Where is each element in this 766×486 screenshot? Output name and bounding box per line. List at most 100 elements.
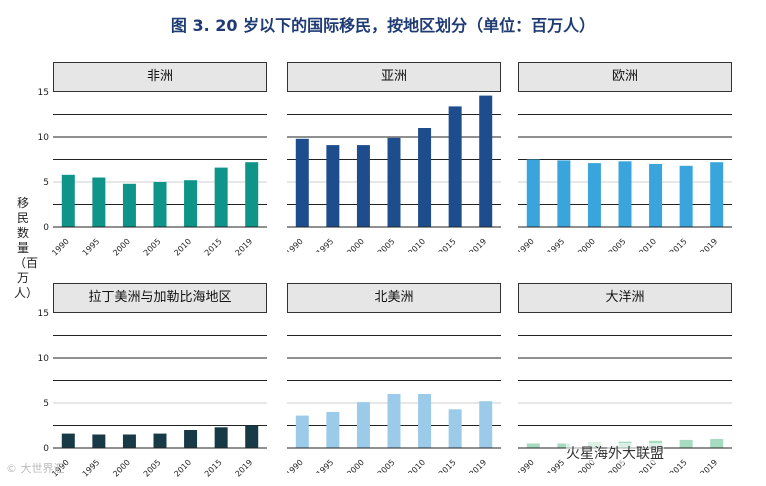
bar-2015 bbox=[448, 106, 462, 227]
bar-2010 bbox=[649, 164, 663, 227]
x-tick-label: 2010 bbox=[172, 237, 193, 258]
x-tick-label: 2015 bbox=[203, 237, 224, 258]
bar-1995 bbox=[557, 160, 571, 227]
x-tick-label: 1995 bbox=[315, 237, 336, 252]
x-tick-label: 2005 bbox=[376, 237, 397, 252]
bar-2019 bbox=[710, 439, 724, 448]
y-tick-label: 0 bbox=[43, 444, 49, 454]
bar-2010 bbox=[418, 394, 432, 448]
x-tick-label: 1990 bbox=[287, 237, 305, 252]
bar-2015 bbox=[679, 439, 693, 448]
bar-2019 bbox=[245, 162, 259, 227]
x-tick-label: 2019 bbox=[699, 237, 720, 252]
bar-2000 bbox=[122, 434, 136, 448]
bar-2019 bbox=[479, 95, 493, 227]
bar-2010 bbox=[184, 180, 198, 227]
bar-2015 bbox=[679, 165, 693, 227]
x-tick-label: 2010 bbox=[637, 237, 658, 252]
panel-europe: 1990 1995 2000 2005 2010 2015 2019 欧洲 bbox=[518, 62, 732, 252]
x-tick-label: 2019 bbox=[699, 458, 720, 473]
chart-svg-north-america: 1990 1995 2000 2005 2010 2015 2019 bbox=[287, 335, 501, 473]
x-tick-label: 2010 bbox=[406, 237, 427, 252]
bar-2010 bbox=[184, 430, 198, 448]
x-tick-label: 2015 bbox=[668, 237, 689, 252]
panel-title-latin-america: 拉丁美洲与加勒比海地区 bbox=[53, 283, 267, 313]
watermark-right: 火星海外大联盟 bbox=[566, 443, 664, 463]
bar-2000 bbox=[122, 183, 136, 227]
y-tick-label: 5 bbox=[43, 399, 49, 409]
x-tick-label: 2005 bbox=[376, 458, 397, 473]
bar-1990 bbox=[526, 159, 540, 227]
bar-1990 bbox=[295, 138, 309, 227]
bar-2019 bbox=[245, 425, 259, 448]
x-tick-label: 1990 bbox=[50, 237, 71, 258]
x-tick-label: 1995 bbox=[546, 237, 567, 252]
y-tick-label: 15 bbox=[38, 309, 49, 319]
chart-svg-europe: 1990 1995 2000 2005 2010 2015 2019 bbox=[518, 114, 732, 252]
bar-1995 bbox=[92, 177, 106, 227]
y-axis-label: 移民数量（百万人） bbox=[14, 196, 39, 300]
panel-latin-america: 1990 1995 2000 2005 2010 2015 2019 0 5 10 15 拉丁美洲与… bbox=[38, 283, 267, 479]
y-tick-label: 10 bbox=[38, 133, 50, 143]
x-tick-label: 2019 bbox=[234, 458, 255, 479]
bar-2005 bbox=[387, 394, 401, 448]
panel-title-europe: 欧洲 bbox=[518, 62, 732, 92]
x-tick-label: 2015 bbox=[437, 458, 458, 473]
bar-2000 bbox=[356, 402, 370, 448]
panel-africa: 1990 1995 2000 2005 2010 2015 2019 0 5 10 15 非洲 bbox=[38, 62, 267, 258]
x-tick-label: 2005 bbox=[607, 237, 628, 252]
x-tick-label: 2005 bbox=[142, 458, 163, 479]
bar-2000 bbox=[356, 145, 370, 227]
x-tick-label: 1990 bbox=[287, 458, 305, 473]
x-tick-label: 2000 bbox=[345, 237, 366, 252]
bar-2000 bbox=[587, 163, 601, 227]
bar-1995 bbox=[326, 145, 340, 227]
x-tick-label: 2010 bbox=[406, 458, 427, 473]
panel-north-america: 1990 1995 2000 2005 2010 2015 2019 北美洲 bbox=[287, 283, 501, 473]
panel-title-africa: 非洲 bbox=[53, 62, 267, 92]
x-tick-label: 2015 bbox=[668, 458, 689, 473]
x-tick-label: 1990 bbox=[518, 458, 536, 473]
bar-1990 bbox=[61, 433, 75, 448]
bar-2015 bbox=[448, 409, 462, 448]
x-tick-label: 2005 bbox=[142, 237, 163, 258]
watermark-left: © 大世界汇 bbox=[6, 462, 65, 475]
x-tick-label: 2000 bbox=[576, 237, 597, 252]
bar-2015 bbox=[214, 167, 228, 227]
bar-2019 bbox=[479, 401, 493, 448]
x-tick-label: 2019 bbox=[468, 237, 489, 252]
bar-1995 bbox=[326, 412, 340, 448]
bar-2005 bbox=[387, 137, 401, 227]
y-tick-label: 0 bbox=[43, 223, 49, 233]
bar-2010 bbox=[418, 128, 432, 227]
panel-asia: 1990 1995 2000 2005 2010 2015 2019 亚洲 bbox=[287, 62, 501, 252]
chart-title: 图 3. 20 岁以下的国际移民，按地区划分（单位：百万人） bbox=[170, 16, 596, 35]
bar-1995 bbox=[92, 434, 106, 448]
x-tick-label: 2000 bbox=[111, 237, 132, 258]
panel-title-oceania: 大洋洲 bbox=[518, 283, 732, 313]
chart-svg-asia: 1990 1995 2000 2005 2010 2015 2019 bbox=[287, 95, 501, 252]
bar-2005 bbox=[153, 433, 167, 448]
bar-2019 bbox=[710, 162, 724, 227]
x-tick-label: 1995 bbox=[81, 237, 102, 258]
x-tick-label: 2015 bbox=[437, 237, 458, 252]
bar-1990 bbox=[61, 174, 75, 227]
x-tick-label: 2019 bbox=[468, 458, 489, 473]
y-tick-label: 15 bbox=[38, 88, 49, 98]
bar-1990 bbox=[526, 443, 540, 448]
panel-title-asia: 亚洲 bbox=[287, 62, 501, 92]
x-tick-label: 1995 bbox=[81, 458, 102, 479]
bar-2015 bbox=[214, 427, 228, 448]
bar-2005 bbox=[618, 161, 632, 227]
bar-1995 bbox=[557, 443, 571, 448]
x-tick-label: 1995 bbox=[546, 458, 567, 473]
x-tick-label: 1995 bbox=[315, 458, 336, 473]
x-tick-label: 2000 bbox=[345, 458, 366, 473]
y-tick-label: 10 bbox=[38, 354, 50, 364]
chart-svg-africa: 1990 1995 2000 2005 2010 2015 2019 0 5 10 15 bbox=[38, 88, 267, 258]
panel-title-north-america: 北美洲 bbox=[287, 283, 501, 313]
x-tick-label: 2010 bbox=[172, 458, 193, 479]
x-tick-label: 2019 bbox=[234, 237, 255, 258]
x-tick-label: 2015 bbox=[203, 458, 224, 479]
x-tick-label: 2000 bbox=[111, 458, 132, 479]
